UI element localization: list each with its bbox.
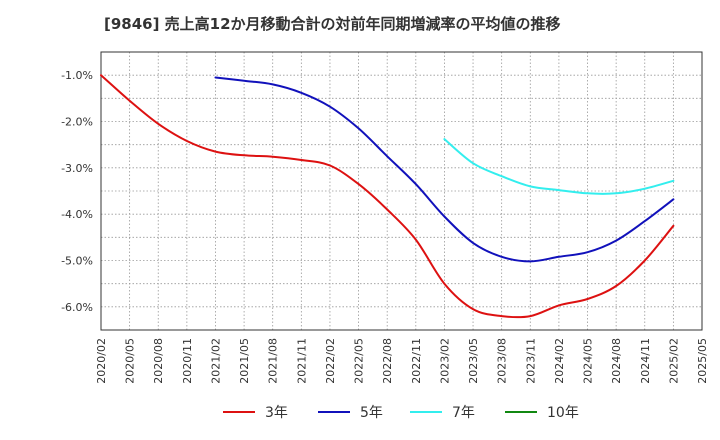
x-tick-label: 2022/11 <box>410 338 423 384</box>
plot-border <box>100 51 703 331</box>
x-tick-label: 2021/02 <box>209 338 222 384</box>
series-lines <box>100 74 675 319</box>
series-line-1 <box>214 76 675 263</box>
x-tick-label: 2024/02 <box>553 338 566 384</box>
x-tick-label: 2020/11 <box>181 338 194 384</box>
x-tick-label: 2023/05 <box>467 338 480 384</box>
x-tick-label: 2020/05 <box>124 338 137 384</box>
y-tick-label: -2.0% <box>61 116 93 129</box>
series-line-2 <box>443 138 675 195</box>
legend-label-0: 3年 <box>265 405 288 421</box>
x-tick-label: 2025/02 <box>667 338 680 384</box>
x-tick-label: 2025/05 <box>696 338 709 384</box>
legend-label-2: 7年 <box>452 405 475 421</box>
x-tick-label: 2023/08 <box>496 338 509 384</box>
series-line-0 <box>100 74 675 319</box>
x-tick-label: 2024/05 <box>582 338 595 384</box>
y-tick-label: -1.0% <box>61 69 93 82</box>
y-tick-label: -6.0% <box>61 301 93 314</box>
x-tick-label: 2022/02 <box>324 338 337 384</box>
x-tick-label: 2022/08 <box>381 338 394 384</box>
legend-label-3: 10年 <box>547 405 579 421</box>
x-tick-label: 2023/11 <box>524 338 537 384</box>
x-tick-label: 2020/08 <box>152 338 165 384</box>
x-tick-label: 2021/08 <box>267 338 280 384</box>
y-tick-label: -3.0% <box>61 162 93 175</box>
x-tick-label: 2023/02 <box>438 338 451 384</box>
x-tick-label: 2020/02 <box>95 338 108 384</box>
y-tick-label: -4.0% <box>61 208 93 221</box>
x-tick-label: 2022/05 <box>353 338 366 384</box>
y-tick-label: -5.0% <box>61 255 93 268</box>
axes: -1.0% -2.0% -3.0% -4.0% -5.0% -6.0% 2020/02 202… <box>61 51 709 384</box>
legend-label-1: 5年 <box>360 405 383 421</box>
x-tick-label: 2021/05 <box>238 338 251 384</box>
legend: 3年 5年 7年 10年 <box>223 405 579 421</box>
x-tick-label: 2021/11 <box>295 338 308 384</box>
x-tick-label: 2024/11 <box>639 338 652 384</box>
chart-title: [9846] 売上高12か月移動合計の対前年同期増減率の平均値の推移 <box>104 15 561 33</box>
x-tick-label: 2024/08 <box>610 338 623 384</box>
